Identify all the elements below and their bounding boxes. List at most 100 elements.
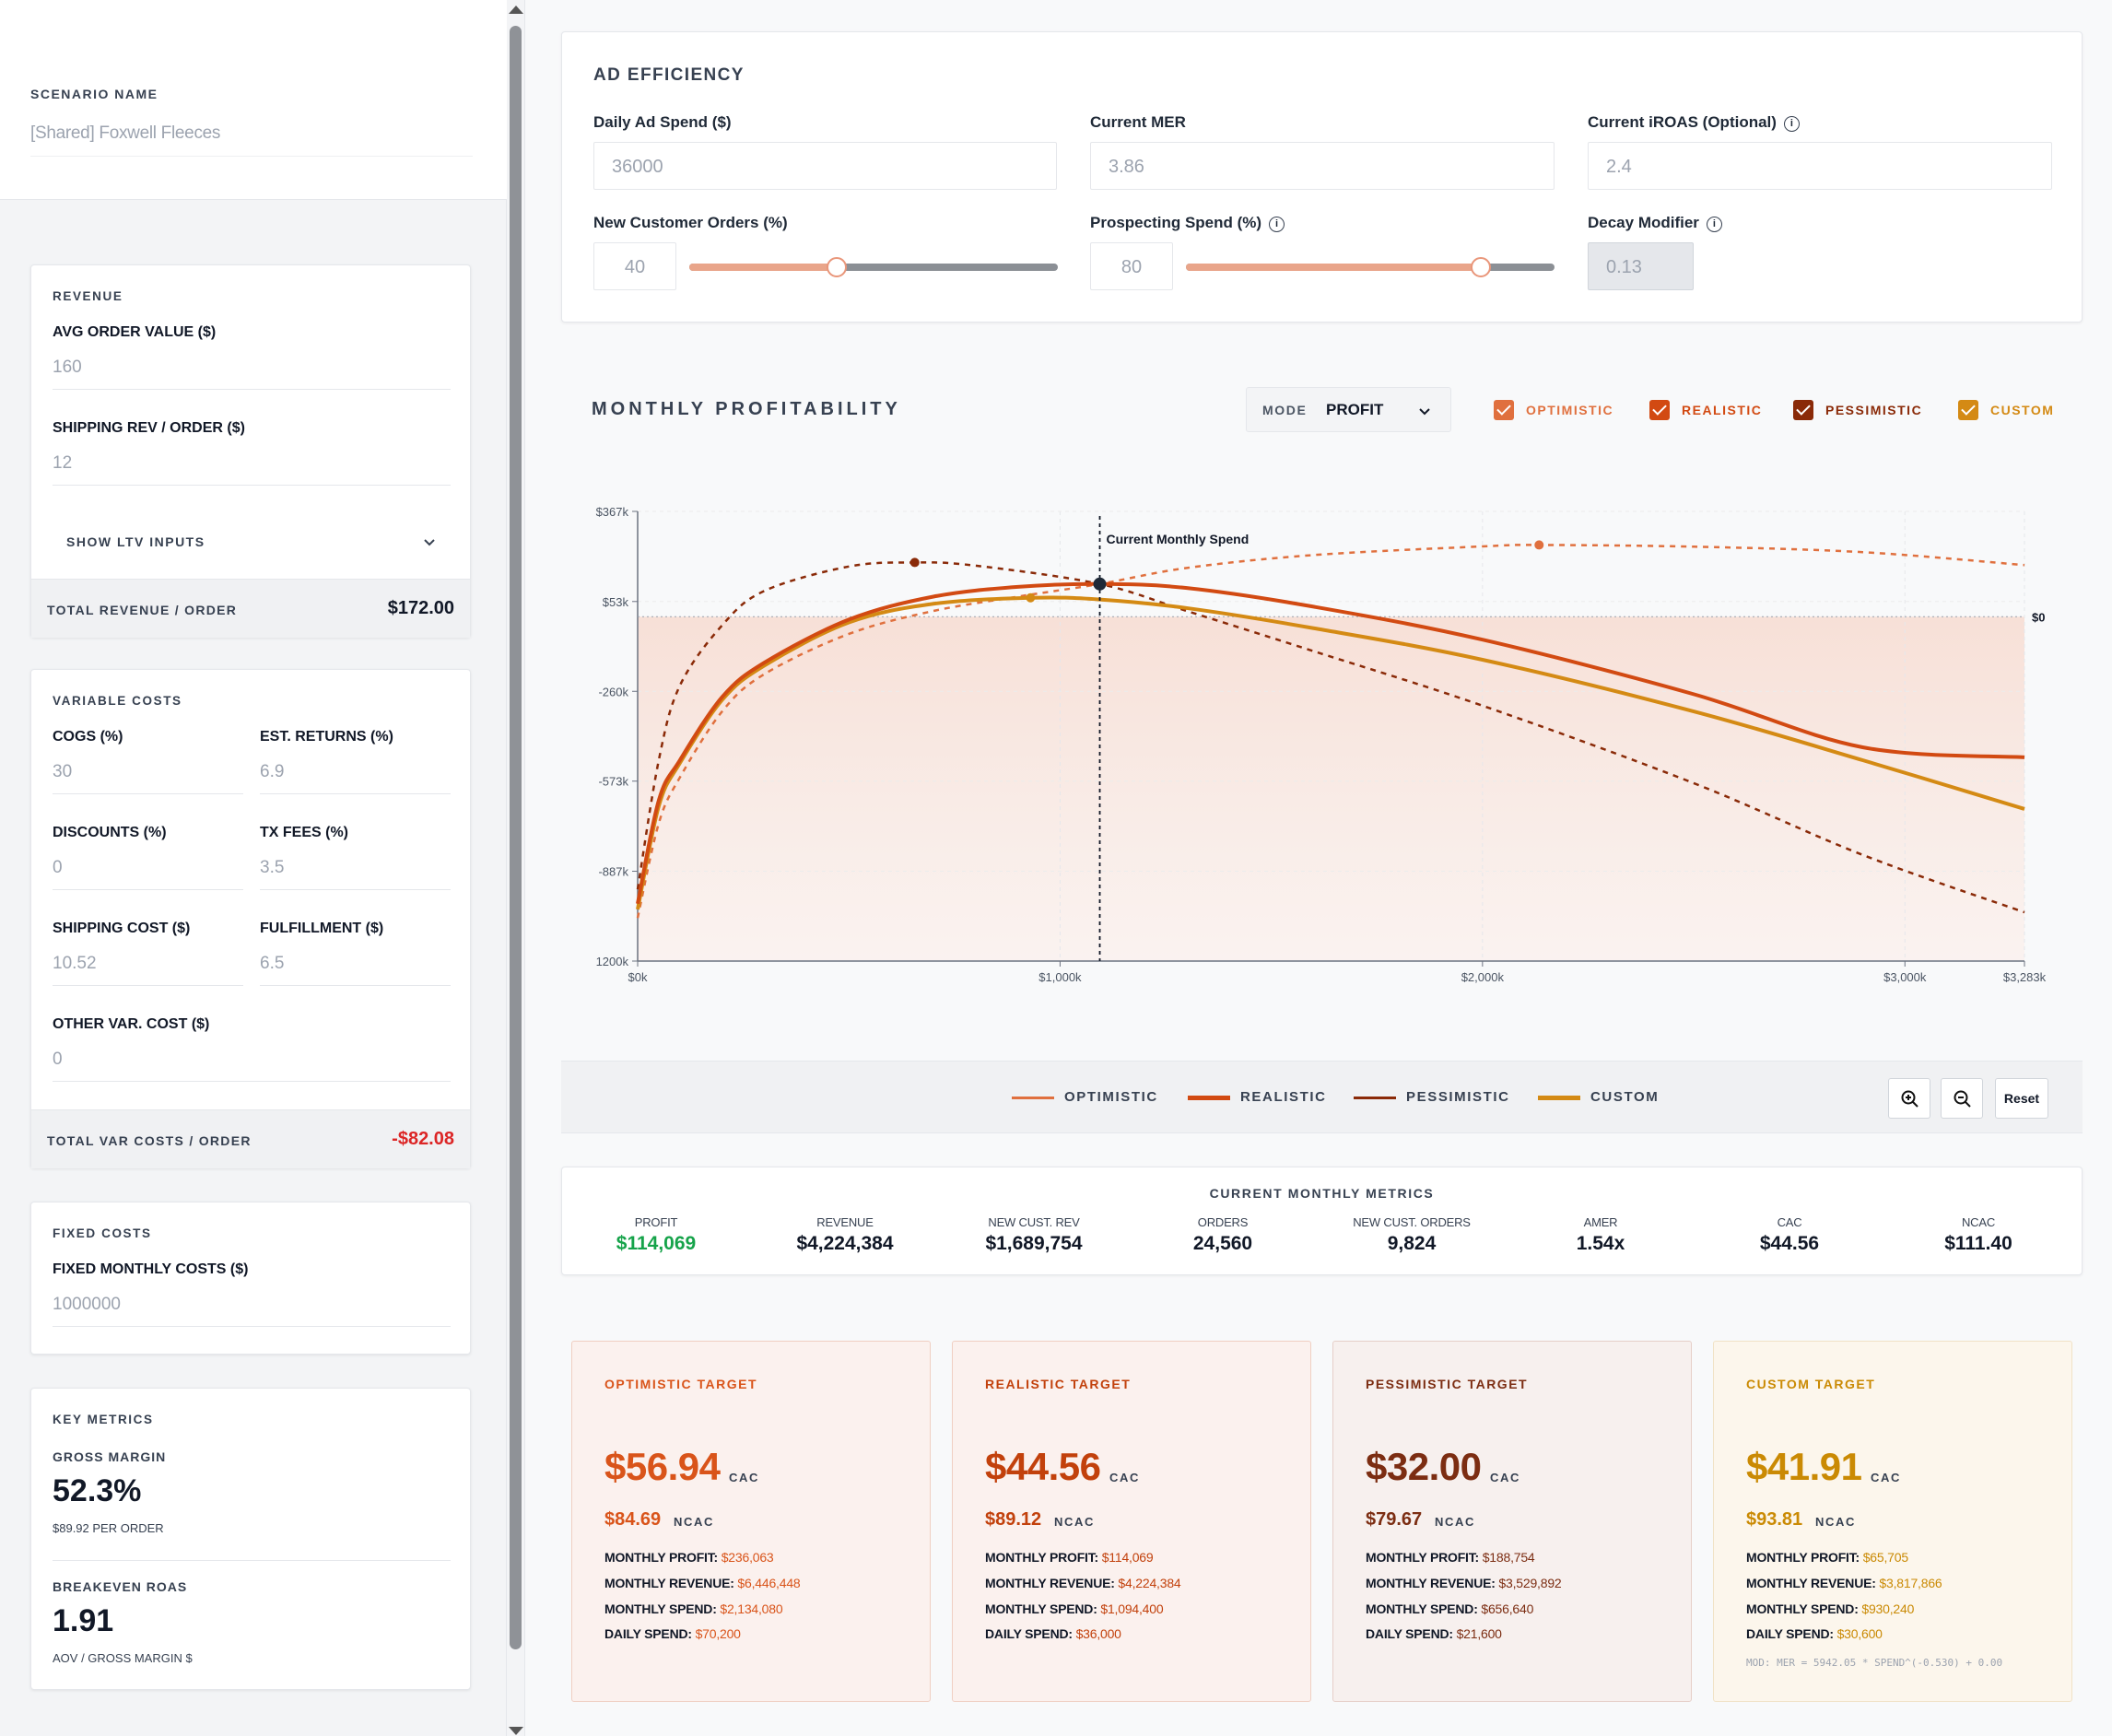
- reset-button[interactable]: Reset: [1995, 1078, 2048, 1119]
- target-ncac-value: $84.69: [604, 1509, 662, 1530]
- target-title: OPTIMISTIC TARGET: [604, 1377, 758, 1391]
- legend-swatch-realistic: [1188, 1096, 1230, 1100]
- legend-realistic[interactable]: REALISTIC: [1240, 1089, 1327, 1105]
- row-value: $188,754: [1482, 1550, 1535, 1565]
- fulfillment-input[interactable]: 6.5: [260, 942, 451, 986]
- other-var-input[interactable]: 0: [53, 1038, 451, 1082]
- current-metrics-title: CURRENT MONTHLY METRICS: [1209, 1186, 1435, 1201]
- cogs-input[interactable]: 30: [53, 750, 243, 794]
- new-customer-orders-slider[interactable]: [689, 256, 1058, 278]
- target-cac-unit: CAC: [1109, 1471, 1140, 1484]
- target-spend-row: MONTHLY SPEND: $1,094,400: [985, 1601, 1164, 1616]
- info-icon[interactable]: i: [1783, 116, 1800, 132]
- profitability-title: MONTHLY PROFITABILITY: [592, 399, 901, 419]
- target-title: REALISTIC TARGET: [985, 1377, 1132, 1391]
- total-var-costs-label: TOTAL VAR COSTS / ORDER: [47, 1133, 252, 1148]
- metric-value: $44.56: [1759, 1233, 1820, 1254]
- metric-value: $4,224,384: [796, 1233, 894, 1254]
- row-value: $236,063: [721, 1550, 774, 1565]
- key-metrics-header: KEY METRICS: [53, 1413, 154, 1426]
- target-daily-row: DAILY SPEND: $21,600: [1366, 1626, 1502, 1641]
- zoom-in-button[interactable]: [1888, 1078, 1930, 1119]
- returns-input[interactable]: 6.9: [260, 750, 451, 794]
- y-tick-label: -260k: [598, 685, 628, 698]
- loss-region: [638, 616, 2024, 961]
- discounts-input[interactable]: 0: [53, 846, 243, 890]
- scrollbar-thumb[interactable]: [510, 26, 522, 1649]
- scenario-name-input[interactable]: [Shared] Foxwell Fleeces: [30, 111, 473, 157]
- scroll-up-icon[interactable]: [509, 6, 523, 14]
- iroas-input[interactable]: 2.4: [1588, 142, 2052, 190]
- y-tick-label: -573k: [598, 775, 628, 789]
- scenario-section: SCENARIO NAME [Shared] Foxwell Fleeces: [0, 0, 507, 200]
- daily-spend-input[interactable]: 36000: [593, 142, 1057, 190]
- pessimistic-target-card: PESSIMISTIC TARGET $32.00 CAC $79.67 NCAC MON…: [1332, 1341, 1692, 1702]
- target-ncac-unit: NCAC: [1435, 1515, 1475, 1529]
- realistic-checkbox[interactable]: [1649, 400, 1670, 420]
- zoom-out-icon: [1954, 1090, 1971, 1108]
- prospecting-slider[interactable]: [1186, 256, 1555, 278]
- show-ltv-toggle[interactable]: SHOW LTV INPUTS: [53, 523, 451, 560]
- target-profit-row: MONTHLY PROFIT: $114,069: [985, 1550, 1154, 1565]
- info-icon[interactable]: i: [1269, 217, 1285, 232]
- slider-fill: [689, 264, 837, 271]
- row-label: MONTHLY REVENUE:: [604, 1576, 734, 1590]
- row-value: $6,446,448: [737, 1576, 801, 1590]
- decay-label: Decay Modifier: [1588, 214, 1699, 231]
- prospecting-input[interactable]: 80: [1090, 242, 1173, 290]
- optimistic-check-label: OPTIMISTIC: [1526, 403, 1614, 417]
- tx-fees-input[interactable]: 3.5: [260, 846, 451, 890]
- legend-pessimistic[interactable]: PESSIMISTIC: [1406, 1089, 1510, 1105]
- pessimistic-checkbox[interactable]: [1793, 400, 1813, 420]
- row-label: DAILY SPEND:: [1366, 1626, 1453, 1641]
- shipping-cost-input[interactable]: 10.52: [53, 942, 243, 986]
- scenario-label: SCENARIO NAME: [30, 87, 158, 101]
- mer-input[interactable]: 3.86: [1090, 142, 1555, 190]
- x-tick-label: $2,000k: [1461, 970, 1505, 984]
- profitability-chart[interactable]: $0 $367k $53k -260k -573k -887k 1200k $0k $1,000…: [571, 488, 2083, 1004]
- legend-optimistic[interactable]: OPTIMISTIC: [1064, 1089, 1158, 1105]
- metric-value: 24,560: [1192, 1233, 1253, 1254]
- target-daily-row: DAILY SPEND: $30,600: [1746, 1626, 1883, 1641]
- chevron-down-icon: [424, 539, 435, 546]
- metric-value: $111.40: [1944, 1233, 2012, 1254]
- metric-label: CAC: [1777, 1215, 1802, 1229]
- legend-custom[interactable]: CUSTOM: [1590, 1089, 1660, 1105]
- prospecting-label-wrap: Prospecting Spend (%) i: [1090, 214, 1285, 232]
- optimistic-checkbox[interactable]: [1494, 400, 1514, 420]
- zoom-out-button[interactable]: [1941, 1078, 1983, 1119]
- cogs-label: COGS (%): [53, 729, 123, 745]
- row-value: $1,094,400: [1100, 1601, 1164, 1616]
- slider-knob[interactable]: [827, 257, 847, 277]
- row-value: $21,600: [1456, 1626, 1502, 1641]
- scroll-down-icon[interactable]: [509, 1727, 523, 1735]
- realistic-target-card: REALISTIC TARGET $44.56 CAC $89.12 NCAC MONTH…: [952, 1341, 1311, 1702]
- revenue-total: TOTAL REVENUE / ORDER $172.00: [31, 579, 470, 638]
- target-cac-unit: CAC: [1871, 1471, 1901, 1484]
- target-cac-value: $32.00: [1366, 1445, 1482, 1488]
- target-profit-row: MONTHLY PROFIT: $236,063: [604, 1550, 774, 1565]
- info-icon[interactable]: i: [1706, 217, 1722, 232]
- fixed-costs-input[interactable]: 1000000: [53, 1283, 451, 1327]
- row-label: MONTHLY SPEND:: [1746, 1601, 1859, 1616]
- shipping-rev-input[interactable]: 12: [53, 441, 451, 486]
- x-tick-label: $1,000k: [1038, 970, 1082, 984]
- current-spend-marker: [1093, 577, 1107, 591]
- discounts-label: DISCOUNTS (%): [53, 825, 167, 840]
- metric-label: PROFIT: [634, 1215, 678, 1229]
- ad-efficiency-title: AD EFFICIENCY: [593, 65, 745, 85]
- mode-select[interactable]: MODE PROFIT: [1246, 387, 1451, 432]
- aov-input[interactable]: 160: [53, 346, 451, 390]
- iroas-label-wrap: Current iROAS (Optional) i: [1588, 113, 1800, 132]
- custom-check-label: CUSTOM: [1990, 403, 2055, 417]
- row-value: $3,817,866: [1879, 1576, 1942, 1590]
- custom-target-card: CUSTOM TARGET $41.91 CAC $93.81 NCAC MONTHLY …: [1713, 1341, 2072, 1702]
- custom-checkbox[interactable]: [1958, 400, 1978, 420]
- row-value: $4,224,384: [1118, 1576, 1181, 1590]
- target-revenue-row: MONTHLY REVENUE: $6,446,448: [604, 1576, 801, 1590]
- legend-swatch-optimistic: [1012, 1097, 1054, 1099]
- revenue-card: REVENUE AVG ORDER VALUE ($) 160 SHIPPING…: [30, 264, 471, 638]
- shipping-rev-label: SHIPPING REV / ORDER ($): [53, 420, 245, 436]
- slider-knob[interactable]: [1471, 257, 1491, 277]
- new-customer-orders-input[interactable]: 40: [593, 242, 676, 290]
